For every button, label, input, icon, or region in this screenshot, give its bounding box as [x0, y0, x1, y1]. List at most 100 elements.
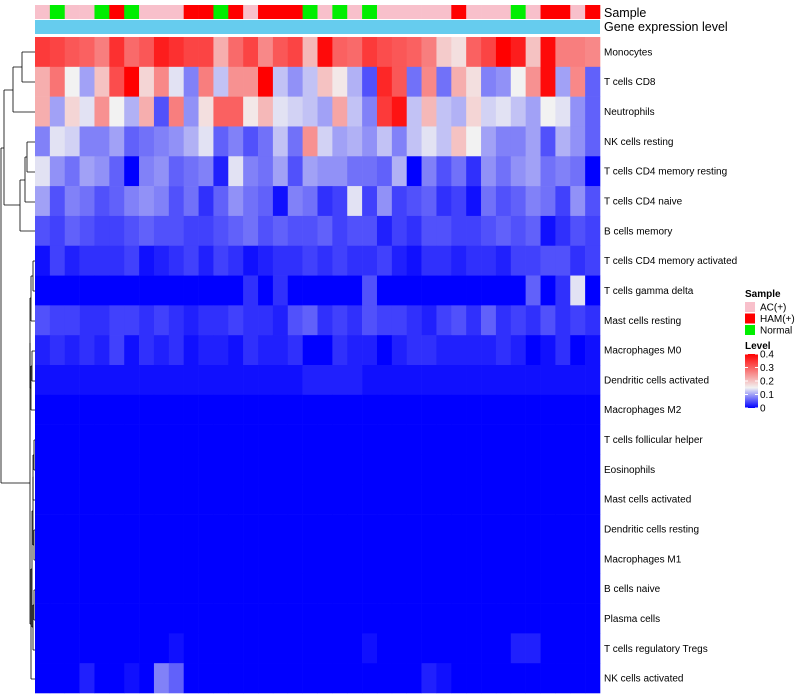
heatmap-cell: [228, 335, 244, 366]
heatmap-cell: [451, 543, 467, 575]
heatmap-cell: [466, 335, 482, 366]
heatmap-cell: [302, 394, 318, 425]
heatmap-cell: [332, 663, 348, 694]
heatmap-cell: [64, 663, 80, 694]
heatmap-cell: [272, 543, 289, 575]
heatmap-cell: [153, 186, 170, 217]
heatmap-cell: [391, 603, 408, 634]
heatmap-cell: [213, 543, 229, 575]
heatmap-cell: [436, 275, 452, 306]
heatmap-cell: [391, 156, 408, 187]
heatmap-cell: [495, 156, 512, 187]
heatmap-cell: [570, 663, 586, 694]
heatmap-cell: [109, 66, 125, 97]
heatmap-cell: [406, 126, 422, 157]
heatmap-cell: [213, 156, 229, 187]
heatmap-cell: [153, 454, 170, 485]
heatmap-cell: [406, 365, 422, 396]
heatmap-cell: [540, 543, 556, 575]
heatmap-cell: [391, 37, 408, 68]
heatmap-cell: [35, 215, 51, 247]
heatmap-cell: [362, 275, 378, 306]
heatmap-cell: [362, 424, 378, 455]
heatmap-cell: [466, 365, 482, 396]
heatmap-cell: [35, 484, 51, 515]
heatmap-cell: [243, 603, 259, 634]
heatmap-cell: [332, 126, 348, 157]
heatmap-cell: [555, 215, 571, 247]
heatmap-cell: [391, 484, 408, 515]
heatmap-cell: [466, 573, 482, 604]
heatmap-cell: [570, 215, 586, 247]
heatmap-cell: [213, 424, 229, 455]
heatmap-cell: [139, 126, 155, 157]
heatmap-cell: [510, 215, 526, 247]
heatmap-cell: [585, 514, 601, 545]
heatmap-cell: [436, 305, 452, 336]
row-label: T cells gamma delta: [604, 286, 694, 297]
heatmap-cell: [540, 633, 556, 664]
heatmap-cell: [540, 365, 556, 396]
heatmap-cell: [585, 394, 601, 425]
heatmap-cell: [466, 215, 482, 247]
heatmap-cell: [451, 275, 467, 306]
sample-cell: [213, 5, 229, 19]
heatmap-cell: [421, 215, 437, 247]
heatmap-cell: [466, 96, 482, 127]
heatmap-cell: [124, 633, 140, 664]
heatmap-cell: [332, 96, 348, 127]
heatmap-cell: [287, 275, 303, 306]
heatmap-cell: [451, 603, 467, 634]
heatmap-cell: [272, 484, 289, 515]
heatmap-cell: [585, 543, 601, 575]
heatmap-cell: [258, 96, 274, 127]
heatmap-cell: [35, 394, 51, 425]
heatmap-cell: [466, 394, 482, 425]
heatmap-cell: [391, 543, 408, 575]
heatmap-cell: [213, 365, 229, 396]
heatmap-cell: [64, 215, 80, 247]
heatmap-cell: [451, 335, 467, 366]
sample-cell: [347, 5, 363, 19]
heatmap-cell: [272, 424, 289, 455]
heatmap-cell: [362, 484, 378, 515]
heatmap-cell: [139, 96, 155, 127]
heatmap-cell: [109, 633, 125, 664]
heatmap-cell: [183, 126, 199, 157]
heatmap-cell: [153, 394, 170, 425]
heatmap-cell: [109, 454, 125, 485]
expression-track-label: Gene expression level: [604, 20, 728, 34]
heatmap-cell: [451, 573, 467, 604]
heatmap-cell: [347, 663, 363, 694]
heatmap-cell: [168, 573, 184, 604]
heatmap-cell: [258, 484, 274, 515]
heatmap-cell: [79, 335, 95, 366]
heatmap-cell: [510, 365, 526, 396]
heatmap-cell: [302, 484, 318, 515]
heatmap-cell: [35, 37, 51, 68]
heatmap-cell: [525, 663, 541, 694]
heatmap-cell: [198, 126, 214, 157]
heatmap-cell: [481, 514, 497, 545]
heatmap-cell: [451, 156, 467, 187]
heatmap-cell: [406, 245, 422, 276]
heatmap-cell: [287, 126, 303, 157]
heatmap-cell: [570, 305, 586, 336]
heatmap-cell: [287, 573, 303, 604]
heatmap-cell: [362, 186, 378, 217]
heatmap-cell: [332, 275, 348, 306]
heatmap-cell: [49, 275, 66, 306]
heatmap-cell: [436, 424, 452, 455]
heatmap-cell: [258, 573, 274, 604]
heatmap-cell: [183, 424, 199, 455]
heatmap-cell: [376, 305, 393, 336]
heatmap-cell: [466, 186, 482, 217]
heatmap-cell: [64, 275, 80, 306]
heatmap-cell: [391, 424, 408, 455]
heatmap-cell: [302, 454, 318, 485]
heatmap-cell: [317, 305, 333, 336]
heatmap-cell: [585, 454, 601, 485]
heatmap-cell: [124, 394, 140, 425]
heatmap-cell: [540, 156, 556, 187]
sample-cell: [49, 5, 66, 19]
